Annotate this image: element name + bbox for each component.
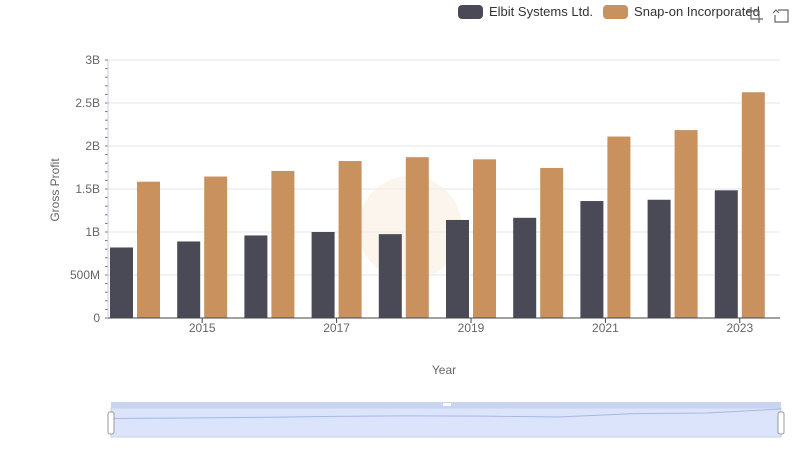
x-tick-label: 2023 (726, 321, 753, 335)
slider-grip[interactable] (443, 403, 451, 406)
bar-snapon[interactable] (338, 161, 362, 318)
bar-elbit[interactable] (580, 201, 604, 318)
bar-snapon[interactable] (473, 159, 496, 318)
bar-snapon[interactable] (607, 136, 631, 318)
bar-snapon[interactable] (204, 176, 228, 318)
bar-elbit[interactable] (110, 247, 133, 318)
chart-toolbar (746, 6, 790, 24)
slider-window[interactable] (110, 407, 782, 438)
y-tick-label: 1.5B (75, 182, 100, 196)
bar-elbit[interactable] (446, 219, 469, 318)
legend: Elbit Systems Ltd. Snap-on Incorporated (458, 4, 760, 19)
legend-swatch-elbit (458, 4, 483, 19)
bar-elbit[interactable] (311, 232, 335, 318)
y-tick-label: 3B (85, 53, 100, 67)
bar-snapon[interactable] (741, 92, 765, 318)
x-tick-label: 2019 (458, 321, 485, 335)
slider-handle-left[interactable] (107, 411, 115, 435)
y-tick-label: 0 (93, 311, 100, 325)
y-tick-label: 1B (85, 225, 100, 239)
bar-snapon[interactable] (271, 170, 295, 318)
bar-elbit[interactable] (714, 190, 738, 318)
bar-elbit[interactable] (177, 241, 201, 318)
y-tick-label: 2.5B (75, 96, 100, 110)
bar-snapon[interactable] (137, 181, 160, 318)
y-axis-title: Gross Profit (48, 158, 62, 222)
zoom-select-icon[interactable] (746, 6, 764, 24)
slider-preview-line (110, 408, 782, 420)
bar-elbit[interactable] (378, 234, 402, 318)
legend-label-elbit: Elbit Systems Ltd. (489, 4, 594, 19)
bar-snapon[interactable] (405, 157, 429, 318)
bar-elbit[interactable] (513, 217, 537, 318)
bar-elbit[interactable] (244, 235, 268, 318)
bar-snapon[interactable] (540, 167, 564, 318)
x-tick-label: 2017 (323, 321, 350, 335)
slider-handle-right[interactable] (777, 411, 785, 435)
x-axis-title: Year (432, 363, 456, 377)
zoom-reset-icon[interactable] (772, 6, 790, 24)
legend-item-elbit[interactable]: Elbit Systems Ltd. (458, 4, 593, 19)
bar-elbit[interactable] (647, 199, 671, 318)
y-tick-label: 500M (70, 268, 100, 282)
legend-label-snapon: Snap-on Incorporated (634, 4, 760, 19)
bar-snapon[interactable] (674, 130, 698, 318)
x-tick-label: 2015 (189, 321, 216, 335)
range-slider[interactable] (107, 402, 785, 438)
axes: 0 500M 1B 1.5B 2B 2.5B 3B 2015 2017 2019 2021 2023 (70, 53, 780, 335)
legend-swatch-snapon (603, 4, 629, 19)
x-tick-label: 2021 (592, 321, 619, 335)
y-tick-label: 2B (85, 139, 100, 153)
legend-item-snapon[interactable]: Snap-on Incorporated (603, 4, 760, 19)
bars (110, 92, 765, 318)
